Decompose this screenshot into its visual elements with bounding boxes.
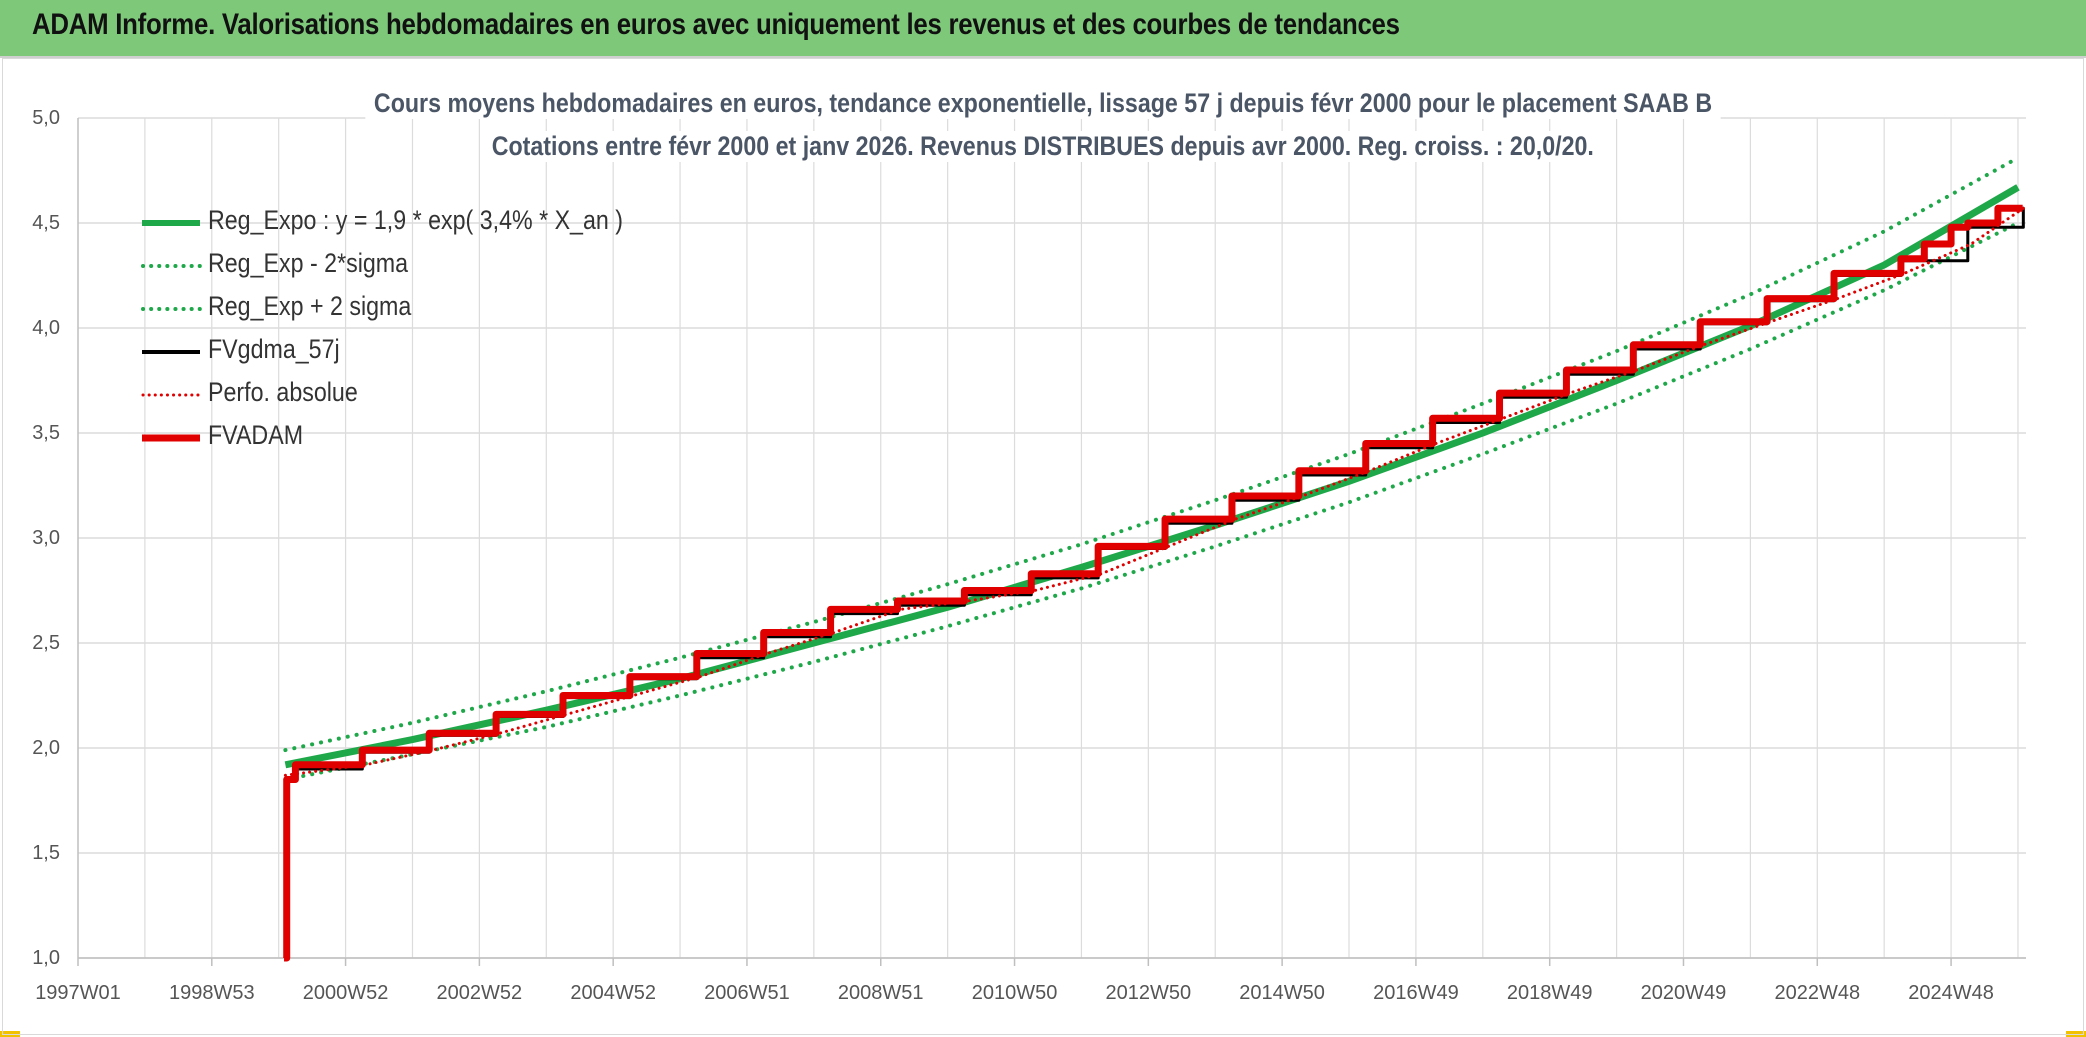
series-reg-exp-plus [283,155,2020,753]
x-tick-label: 2004W52 [570,982,656,1004]
x-tick-label: 2006W51 [704,982,790,1004]
legend-label-reg-expo: Reg_Expo : y = 1,9 * exp( 3,4% * X_an ) [208,205,623,235]
x-tick-label: 2010W50 [971,982,1058,1004]
x-tick-label: 2008W51 [837,982,924,1004]
legend-item-perfo: Perfo. absolue [140,375,740,418]
y-tick-label: 1,0 [32,947,60,969]
chart-subtitle-text: Cotations entre févr 2000 et janv 2026. … [483,131,1603,162]
legend-item-reg-exp-minus: Reg_Exp - 2*sigma [140,246,740,289]
x-tick-label: 1997W01 [35,982,121,1004]
legend-swatch-reg-expo [142,220,200,226]
legend-label-fvadam: FVADAM [208,420,304,450]
series-fvadam [283,204,2023,962]
y-tick-label: 3,0 [32,527,60,549]
y-tick-label: 2,0 [32,737,60,759]
legend-item-reg-exp-plus: Reg_Exp + 2 sigma [140,289,740,332]
x-tick-label: 2020W49 [1640,982,1727,1004]
x-tick-label: 2018W49 [1506,982,1593,1004]
x-tick-label: 1998W53 [168,982,255,1004]
legend-label-fvgdma: FVgdma_57j [208,334,340,364]
y-tick-label: 2,5 [32,632,60,654]
report-title: ADAM Informe. Valorisations hebdomadaire… [32,8,1400,41]
report-header: ADAM Informe. Valorisations hebdomadaire… [0,0,2086,58]
legend-label-reg-exp-plus: Reg_Exp + 2 sigma [208,291,412,321]
legend-swatch-fvadam [142,434,200,442]
legend-item-reg-expo: Reg_Expo : y = 1,9 * exp( 3,4% * X_an ) [140,203,740,246]
legend-label-reg-exp-minus: Reg_Exp - 2*sigma [208,248,409,278]
legend-swatch-fvgdma [142,350,200,354]
chart-title-text: Cours moyens hebdomadaires en euros, ten… [365,88,1721,119]
chart-title: Cours moyens hebdomadaires en euros, ten… [0,88,2086,119]
y-tick-label: 3,5 [32,422,60,444]
y-tick-label: 5,0 [32,107,60,129]
x-tick-label: 2014W50 [1239,982,1325,1004]
x-tick-label: 2012W50 [1105,982,1192,1004]
x-tick-label: 2024W48 [1908,982,1994,1004]
chart-legend: Reg_Expo : y = 1,9 * exp( 3,4% * X_an ) … [140,203,740,461]
x-tick-label: 2016W49 [1373,982,1459,1004]
legend-item-fvgdma: FVgdma_57j [140,332,740,375]
legend-item-fvadam: FVADAM [140,418,740,461]
chart-subtitle: Cotations entre févr 2000 et janv 2026. … [0,131,2086,162]
legend-label-perfo: Perfo. absolue [208,377,358,407]
chart-frame [2,58,2084,1035]
x-tick-label: 2022W48 [1774,982,1861,1004]
legend-swatch-perfo [141,393,202,397]
legend-swatch-reg-exp-minus [141,264,202,268]
x-tick-label: 2002W52 [436,982,523,1004]
y-tick-label: 4,5 [32,212,60,234]
y-tick-label: 1,5 [32,842,60,864]
y-tick-label: 4,0 [32,317,60,339]
x-tick-label: 2000W52 [302,982,389,1004]
legend-swatch-reg-exp-plus [141,307,202,311]
